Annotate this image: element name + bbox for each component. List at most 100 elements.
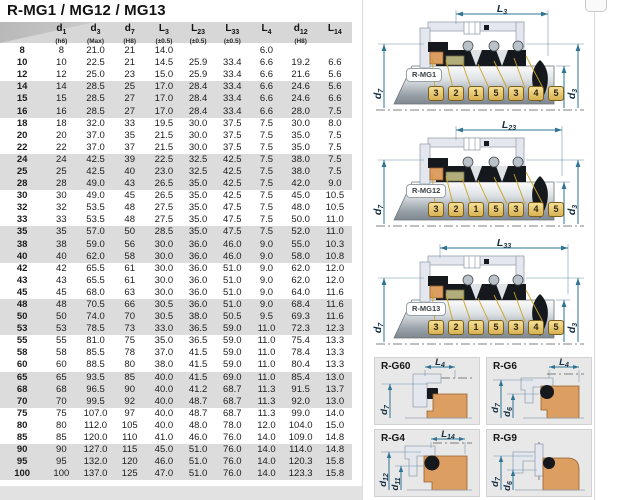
table-cell (181, 45, 215, 57)
table-cell: 41.5 (188, 359, 208, 371)
table-cell: 42.0 (283, 178, 318, 191)
seal-diagram-rmg1: L3 d7 d1 d3 (372, 4, 585, 111)
table-cell: 7.5 (259, 141, 274, 153)
table-head: d1 (h6) d3 (Max) d7 (H8) L3 (±0.5) L23 (±0.5) L33(… (0, 22, 352, 46)
table-cell: 75 (56, 407, 67, 419)
table-cell: 65 (0, 371, 45, 384)
table-cell: 46.0 (215, 238, 250, 251)
table-cell: 41.2 (181, 383, 216, 396)
table-cell: 30.0 (188, 129, 208, 141)
table-cell: 7.5 (249, 153, 284, 166)
seat-retainer (404, 445, 436, 477)
table-cell: 72.3 (283, 323, 318, 336)
table-cell: 45.0 (146, 444, 181, 457)
table-row: 32 32 53.5 48 27.5 35.0 47.5 7.5 48.0 10.5 (0, 202, 352, 214)
table-cell: 18 (56, 117, 67, 129)
table-cell: 14.0 (249, 456, 284, 469)
table-cell: 53.5 (86, 202, 105, 214)
table-cell: 14.5 (154, 57, 174, 69)
table-cell: 97 (124, 407, 135, 419)
table-cell (318, 45, 352, 57)
table-cell: 40.0 (154, 407, 174, 419)
table-cell: 9.0 (249, 238, 284, 251)
table-cell: 32 (16, 202, 28, 214)
table-cell: 57.0 (78, 226, 113, 239)
table-cell: 17.0 (146, 81, 181, 94)
seat-retainer (520, 377, 554, 404)
part-callout: 4 (528, 202, 544, 217)
column-header: d3 (Max) (87, 23, 105, 46)
table-cell: 36.0 (188, 262, 208, 274)
table-cell: 68.7 (223, 407, 242, 419)
table-cell: 28 (0, 178, 45, 191)
part-callout: 1 (468, 202, 484, 217)
svg-text:d12: d12 (378, 473, 390, 487)
table-row: 60 60 88.5 80 38.0 41.5 59.0 11.0 80.4 13.3 (0, 359, 352, 371)
table-cell: 7.5 (259, 190, 274, 202)
table-cell: 85.4 (283, 371, 318, 384)
table-cell: 27 (112, 105, 147, 118)
table-cell: 65.5 (86, 262, 105, 274)
table-cell: 36.0 (188, 286, 208, 298)
part-callout: 2 (448, 320, 464, 335)
table-cell: 35.0 (154, 335, 174, 347)
table-cell: 22.5 (146, 153, 181, 166)
table-cell: 10.3 (317, 238, 352, 251)
table-cell: 69.3 (283, 311, 318, 324)
table-cell: 36.5 (181, 323, 216, 336)
table-cell: 99.5 (78, 395, 113, 408)
column-header: L23 (±0.5) (189, 23, 207, 46)
column-header: L33 (±0.5) (223, 23, 241, 46)
table-cell: 92 (112, 395, 147, 408)
table-cell: 104.0 (288, 419, 313, 431)
table-cell: 35 (44, 226, 79, 239)
table-cell: 68.0 (86, 286, 105, 298)
table-cell: 27.5 (154, 202, 174, 214)
table-cell: 78.0 (223, 419, 242, 431)
table-cell: 9.0 (259, 286, 274, 298)
dim-l3: L3 (455, 4, 549, 56)
table-cell: 45 (124, 190, 135, 202)
table-cell: 42.5 (215, 165, 250, 179)
table-cell: 28.5 (78, 93, 113, 106)
table-cell: 41.0 (154, 432, 174, 444)
table-cell: 30.0 (146, 250, 181, 263)
table-cell: 25.0 (86, 69, 105, 81)
table-cell: 9.0 (249, 298, 284, 312)
table-cell: 112.0 (83, 419, 108, 431)
svg-text:d7: d7 (490, 476, 502, 487)
table-cell: 43 (112, 178, 147, 191)
table-cell: 76.0 (215, 468, 250, 481)
table-cell: 65 (44, 371, 79, 384)
svg-text:d3: d3 (566, 89, 579, 99)
table-cell: 42.5 (215, 178, 250, 191)
table-cell: 22 (56, 141, 67, 153)
table-cell: 90 (0, 444, 45, 457)
table-row: 35 35 57.0 50 28.5 35.0 47.5 7.5 52.0 11.0 (0, 226, 352, 239)
table-cell: 21 (124, 57, 135, 69)
table-row: 68 68 96.5 90 40.0 41.2 68.7 11.3 91.5 13.7 (0, 383, 352, 396)
dim-d7: d7 (490, 379, 533, 418)
table-cell: 68.4 (283, 298, 318, 312)
table-cell: 68.7 (215, 383, 250, 396)
table-cell: 33 (56, 214, 67, 226)
dim-d6: d6 (502, 469, 537, 491)
table-cell: 47.5 (223, 202, 242, 214)
svg-text:d7: d7 (372, 204, 385, 215)
table-cell: 80 (124, 359, 135, 371)
dim-d6: d6 (502, 393, 539, 418)
table-cell: 39 (112, 153, 147, 166)
table-cell: 17.0 (146, 93, 181, 106)
table-cell: 49.0 (78, 178, 113, 191)
table-cell: 35.0 (181, 178, 216, 191)
table-cell: 11.0 (257, 359, 276, 371)
table-cell: 8 (19, 45, 25, 57)
table-cell: 41.5 (188, 347, 208, 359)
table-cell: 20 (56, 129, 67, 141)
table-cell: 115 (112, 444, 147, 457)
column-header: L4 (261, 23, 272, 37)
table-cell: 92.0 (283, 395, 318, 408)
seat (426, 393, 468, 419)
table-cell: 46.0 (215, 250, 250, 263)
